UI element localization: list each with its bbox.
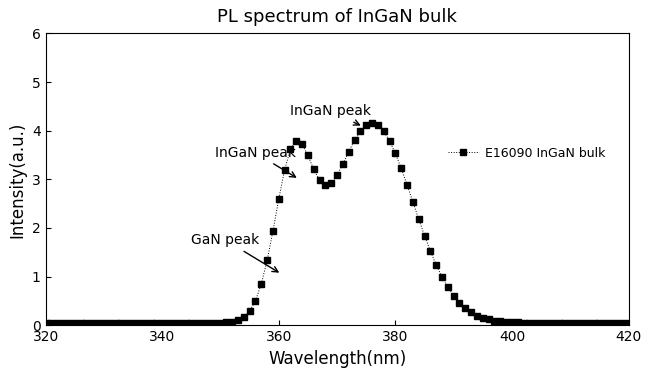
Text: InGaN peak: InGaN peak <box>214 146 296 177</box>
E16090 InGaN bulk <box>83 321 90 325</box>
Y-axis label: Intensity(a.u.): Intensity(a.u.) <box>8 121 27 238</box>
E16090 InGaN bulk <box>368 121 376 126</box>
E16090 InGaN bulk <box>397 166 405 171</box>
Legend: E16090 InGaN bulk: E16090 InGaN bulk <box>443 142 610 165</box>
E16090 InGaN bulk <box>456 300 463 305</box>
Title: PL spectrum of InGaN bulk: PL spectrum of InGaN bulk <box>217 8 457 26</box>
E16090 InGaN bulk <box>187 321 195 325</box>
X-axis label: Wavelength(nm): Wavelength(nm) <box>268 350 406 368</box>
E16090 InGaN bulk <box>310 167 318 171</box>
Text: GaN peak: GaN peak <box>191 233 278 272</box>
E16090 InGaN bulk <box>485 317 493 322</box>
E16090 InGaN bulk <box>42 321 49 325</box>
Line: E16090 InGaN bulk: E16090 InGaN bulk <box>42 120 632 326</box>
E16090 InGaN bulk <box>625 321 632 325</box>
Text: InGaN peak: InGaN peak <box>291 104 371 125</box>
